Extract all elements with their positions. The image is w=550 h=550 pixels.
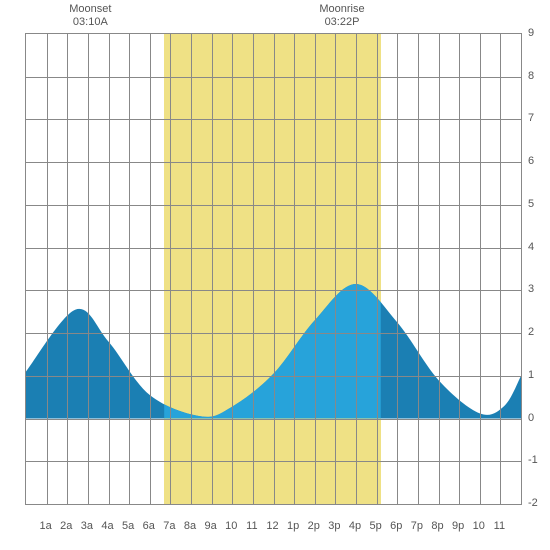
- grid-v: [212, 34, 213, 504]
- x-tick: 4a: [101, 520, 113, 532]
- x-tick: 6a: [143, 520, 155, 532]
- grid-v: [315, 34, 316, 504]
- x-tick: 10: [225, 520, 237, 532]
- x-tick: 3a: [81, 520, 93, 532]
- grid-v: [459, 34, 460, 504]
- grid-h: [26, 419, 521, 420]
- grid-v: [88, 34, 89, 504]
- y-tick: 4: [528, 241, 534, 253]
- grid-h: [26, 162, 521, 163]
- grid-h: [26, 290, 521, 291]
- grid-v: [129, 34, 130, 504]
- grid-h: [26, 333, 521, 334]
- grid-h: [26, 205, 521, 206]
- x-tick: 3p: [328, 520, 340, 532]
- x-tick: 9a: [205, 520, 217, 532]
- y-tick: 2: [528, 326, 534, 338]
- x-tick: 8p: [431, 520, 443, 532]
- x-tick: 1p: [287, 520, 299, 532]
- grid-h: [26, 119, 521, 120]
- y-tick: 7: [528, 112, 534, 124]
- grid-v: [397, 34, 398, 504]
- y-tick: 6: [528, 155, 534, 167]
- grid-v: [274, 34, 275, 504]
- y-tick: -2: [528, 497, 538, 509]
- annotation-label: Moonrise: [319, 3, 364, 16]
- grid-v: [170, 34, 171, 504]
- x-tick: 5p: [370, 520, 382, 532]
- x-tick: 9p: [452, 520, 464, 532]
- grid-v: [418, 34, 419, 504]
- grid-v: [67, 34, 68, 504]
- grid-h: [26, 376, 521, 377]
- grid-v: [335, 34, 336, 504]
- y-tick: 1: [528, 369, 534, 381]
- grid-v: [480, 34, 481, 504]
- x-tick: 11: [494, 520, 505, 532]
- grid-v: [191, 34, 192, 504]
- x-tick: 1a: [40, 520, 52, 532]
- x-tick: 10: [473, 520, 485, 532]
- grid-v: [232, 34, 233, 504]
- annotation-label: Moonset: [69, 3, 111, 16]
- x-tick: 7p: [411, 520, 423, 532]
- grid-h: [26, 461, 521, 462]
- annotation-moonrise: Moonrise03:22P: [319, 3, 364, 29]
- grid-v: [109, 34, 110, 504]
- grid-v: [253, 34, 254, 504]
- grid-v: [356, 34, 357, 504]
- y-tick: -1: [528, 454, 538, 466]
- y-tick: 3: [528, 283, 534, 295]
- x-tick: 6p: [390, 520, 402, 532]
- grid-v: [500, 34, 501, 504]
- x-tick: 5a: [122, 520, 134, 532]
- grid-h: [26, 77, 521, 78]
- x-tick: 2p: [308, 520, 320, 532]
- tide-chart: Moonset03:10A Moonrise03:22P 1a 2a 3a 4a 5a 6a…: [0, 0, 550, 550]
- annotation-time: 03:22P: [319, 16, 364, 29]
- x-tick: 12: [266, 520, 278, 532]
- y-tick: 0: [528, 412, 534, 424]
- x-tick: 7a: [163, 520, 175, 532]
- grid-v: [47, 34, 48, 504]
- x-tick: 4p: [349, 520, 361, 532]
- x-tick: 8a: [184, 520, 196, 532]
- y-tick: 5: [528, 198, 534, 210]
- annotation-time: 03:10A: [69, 16, 111, 29]
- grid-v: [439, 34, 440, 504]
- y-tick: 8: [528, 70, 534, 82]
- grid-v: [150, 34, 151, 504]
- plot-area: [25, 33, 522, 505]
- grid-v: [294, 34, 295, 504]
- annotation-moonset: Moonset03:10A: [69, 3, 111, 29]
- x-tick: 2a: [60, 520, 72, 532]
- y-tick: 9: [528, 27, 534, 39]
- x-tick: 11: [246, 520, 257, 532]
- grid-v: [377, 34, 378, 504]
- grid-h: [26, 248, 521, 249]
